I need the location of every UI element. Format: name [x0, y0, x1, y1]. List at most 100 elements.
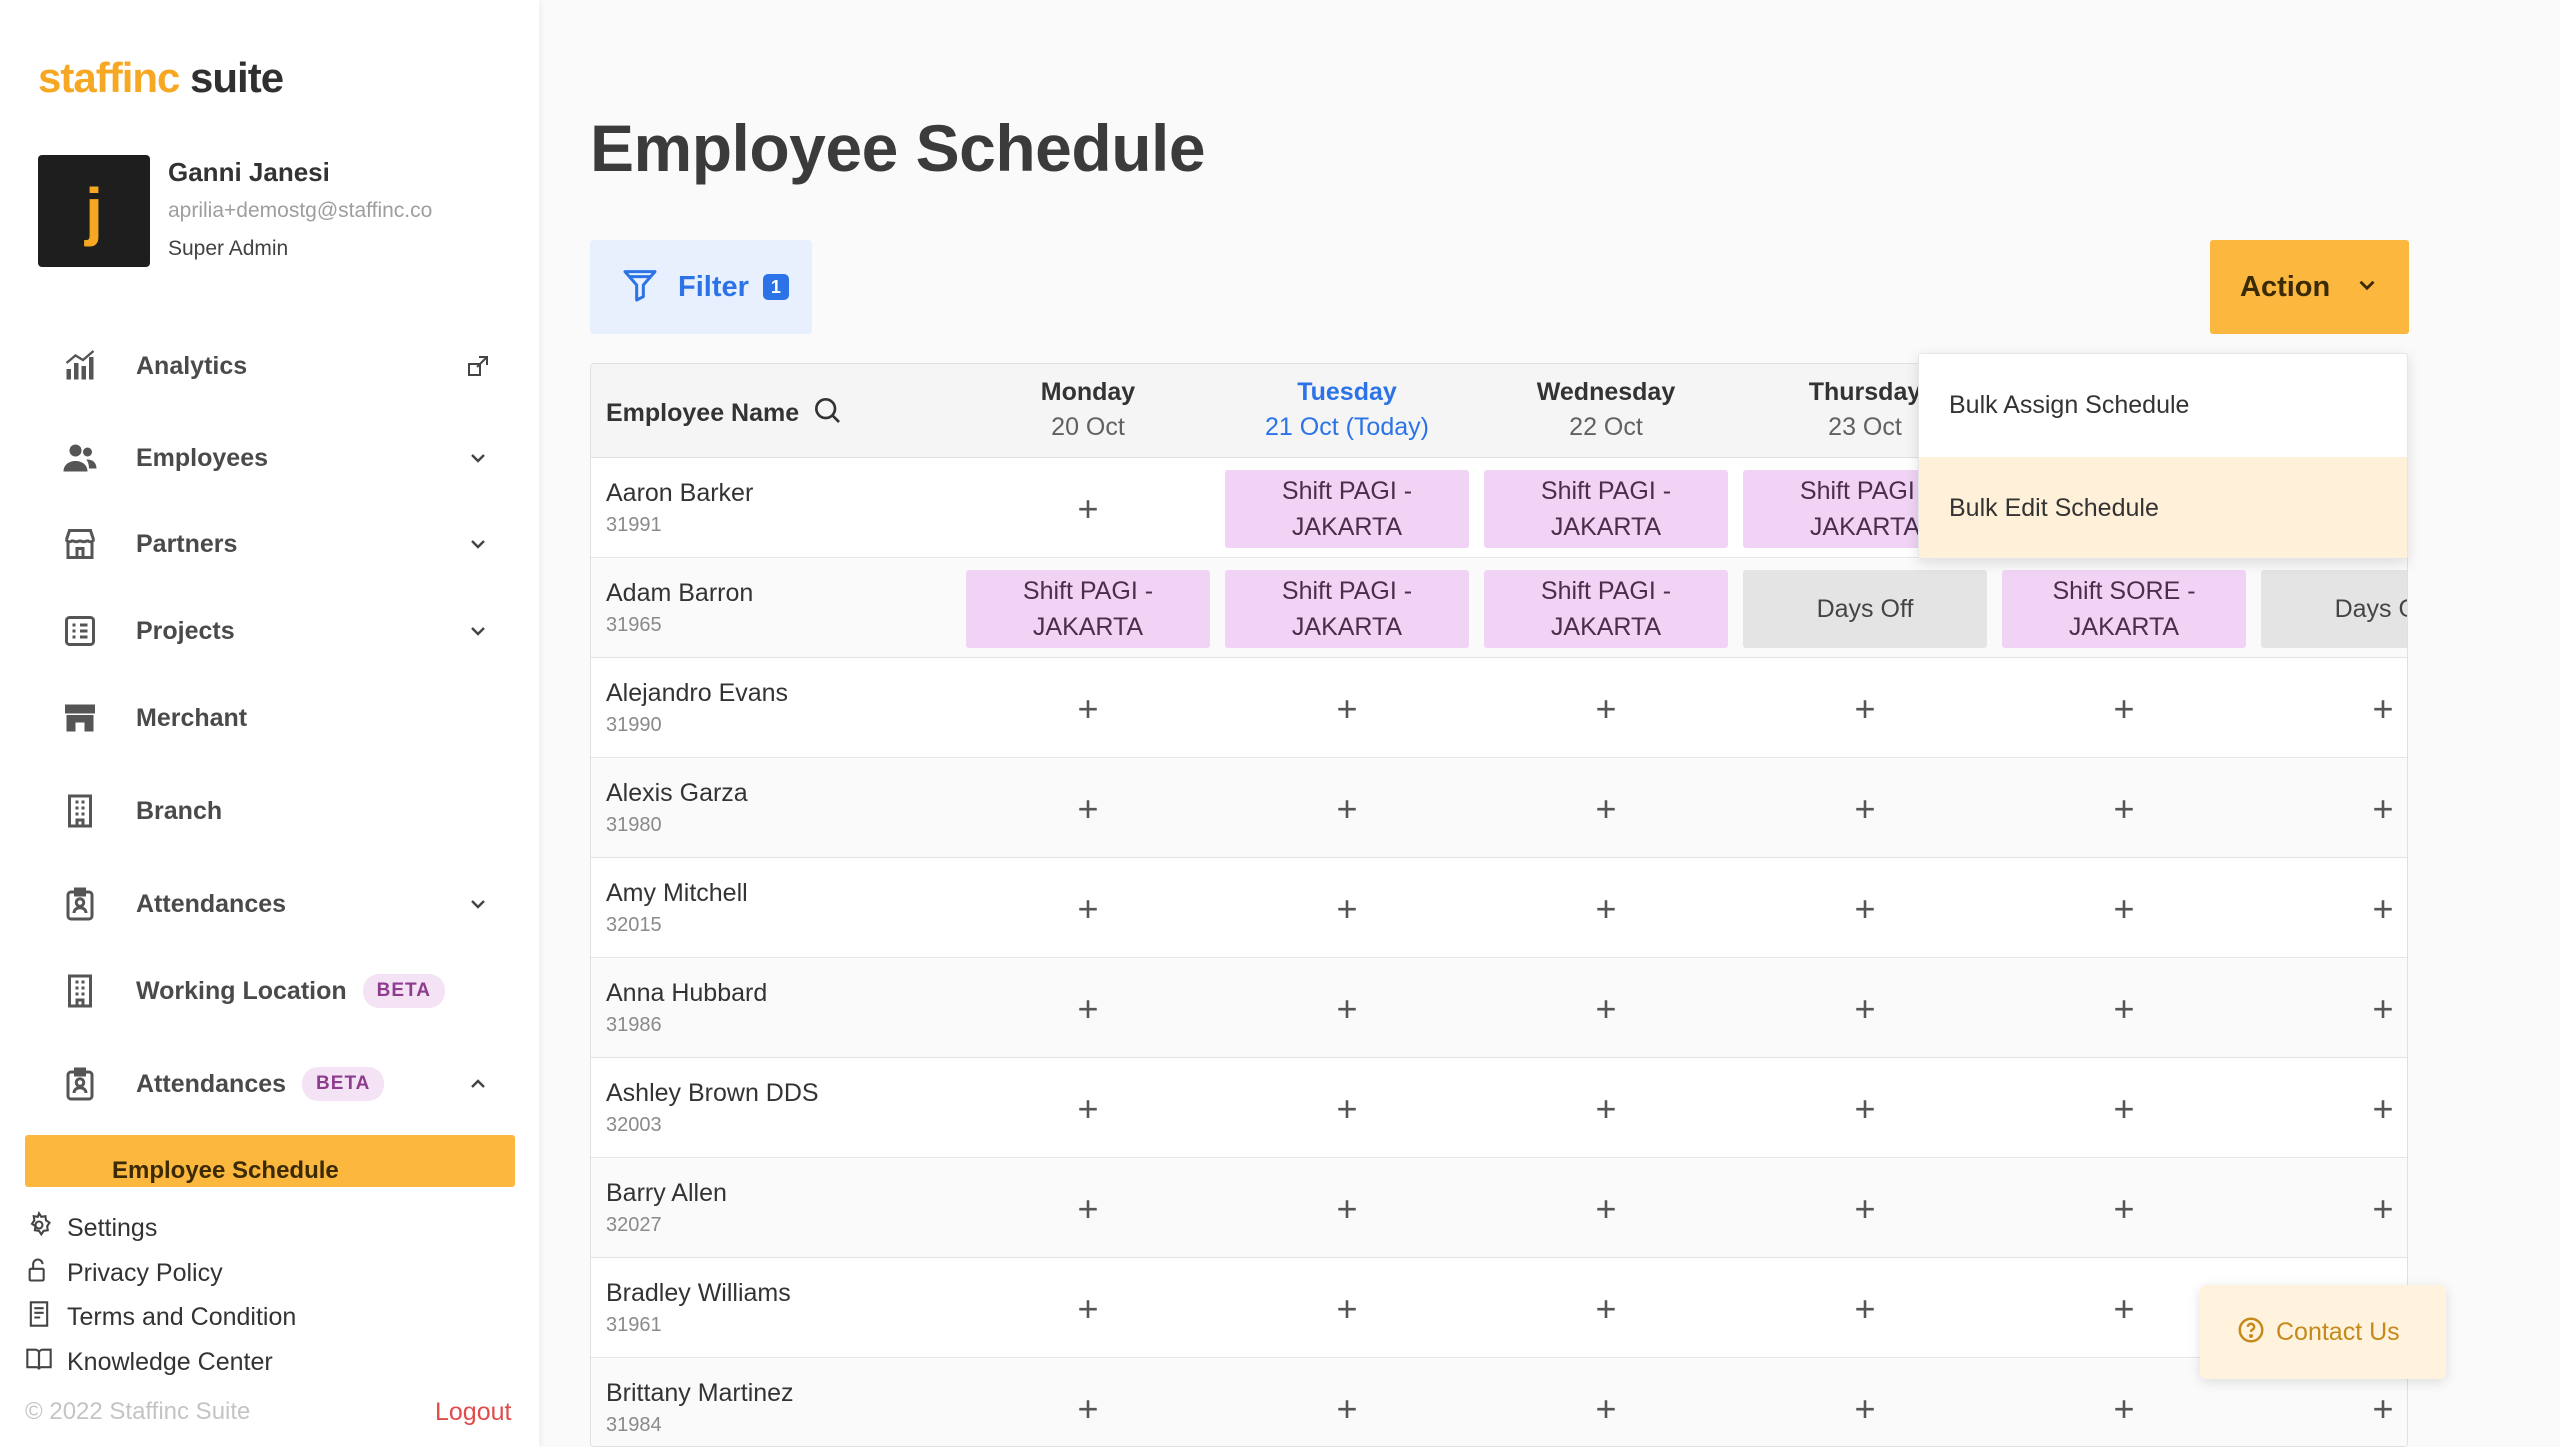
sidebar-item-label: Branch	[136, 796, 223, 825]
contact-us-button[interactable]: Contact Us	[2200, 1285, 2446, 1379]
schedule-cell[interactable]: +	[1477, 1059, 1735, 1158]
sidebar-item-merchant[interactable]: Merchant	[62, 692, 492, 744]
schedule-cell[interactable]: +	[1736, 659, 1994, 758]
schedule-cell[interactable]: +	[1736, 959, 1994, 1058]
schedule-cell[interactable]: +	[2254, 1359, 2407, 1446]
schedule-cell[interactable]: +	[1477, 959, 1735, 1058]
schedule-cell[interactable]: +	[1477, 759, 1735, 858]
schedule-cell[interactable]: +	[959, 659, 1217, 758]
schedule-cell[interactable]: +	[1477, 1159, 1735, 1258]
schedule-cell[interactable]: +	[1218, 859, 1476, 958]
employee-id: 31961	[606, 1314, 662, 1336]
sidebar-item-analytics[interactable]: Analytics	[62, 340, 492, 392]
schedule-cell[interactable]: +	[1995, 659, 2253, 758]
terms-link[interactable]: Terms and Condition	[25, 1299, 296, 1335]
schedule-cell[interactable]: +	[1995, 1359, 2253, 1446]
menu-item-bulk-edit[interactable]: Bulk Edit Schedule	[1919, 457, 2407, 558]
employee-name[interactable]: Amy Mitchell	[606, 879, 748, 907]
schedule-cell[interactable]: +	[1477, 659, 1735, 758]
schedule-cell[interactable]: +	[959, 859, 1217, 958]
schedule-cell[interactable]: +	[1736, 1059, 1994, 1158]
schedule-cell[interactable]: +	[2254, 1059, 2407, 1158]
employee-name[interactable]: Alejandro Evans	[606, 679, 789, 707]
schedule-cell[interactable]: +	[1995, 1159, 2253, 1258]
schedule-cell[interactable]: +	[1736, 859, 1994, 958]
chevron-down-icon[interactable]	[464, 530, 492, 558]
action-button[interactable]: Action	[2210, 240, 2409, 334]
chevron-down-icon[interactable]	[464, 890, 492, 918]
employee-name[interactable]: Adam Barron	[606, 579, 754, 607]
action-label: Action	[2240, 270, 2331, 303]
schedule-cell[interactable]: +	[1218, 1059, 1476, 1158]
schedule-cell[interactable]: +	[1736, 1159, 1994, 1258]
schedule-cell[interactable]: +	[1218, 659, 1476, 758]
schedule-cell[interactable]: +	[1218, 1359, 1476, 1446]
schedule-cell[interactable]: +	[959, 1159, 1217, 1258]
schedule-cell[interactable]: +	[1736, 759, 1994, 858]
search-icon[interactable]	[799, 394, 843, 433]
schedule-cell[interactable]: +	[959, 459, 1217, 558]
schedule-cell[interactable]: +	[1477, 1259, 1735, 1358]
schedule-cell[interactable]: +	[2254, 959, 2407, 1058]
schedule-cell[interactable]: +	[1995, 759, 2253, 858]
employee-name[interactable]: Barry Allen	[606, 1179, 727, 1207]
schedule-cell[interactable]: Shift PAGI - JAKARTA	[1218, 459, 1476, 558]
privacy-policy-link[interactable]: Privacy Policy	[25, 1255, 223, 1291]
schedule-cell[interactable]: +	[2254, 659, 2407, 758]
add-schedule-icon: +	[2372, 787, 2394, 829]
sidebar-item-branch[interactable]: Branch	[62, 785, 492, 837]
employee-name[interactable]: Ashley Brown DDS	[606, 1079, 819, 1107]
external-link-icon[interactable]	[464, 352, 492, 380]
schedule-cell[interactable]: Shift SORE - JAKARTA	[1995, 559, 2253, 658]
sidebar-item-attendances-beta[interactable]: Attendances BETA	[62, 1058, 492, 1110]
sidebar-item-projects[interactable]: Projects	[62, 605, 492, 657]
knowledge-center-link[interactable]: Knowledge Center	[25, 1344, 273, 1380]
schedule-cell[interactable]: Shift PAGI - JAKARTA	[959, 559, 1217, 658]
sidebar-item-employees[interactable]: Employees	[62, 432, 492, 484]
schedule-cell[interactable]: Days Off	[2254, 559, 2407, 658]
logout-link[interactable]: Logout	[435, 1398, 512, 1426]
schedule-cell[interactable]: Shift PAGI - JAKARTA	[1218, 559, 1476, 658]
schedule-cell[interactable]: +	[959, 1259, 1217, 1358]
schedule-cell[interactable]: +	[1736, 1259, 1994, 1358]
sidebar-item-working-location[interactable]: Working Location BETA	[62, 965, 492, 1017]
sidebar-item-employee-schedule[interactable]: Employee Schedule	[25, 1135, 515, 1187]
settings-link[interactable]: Settings	[25, 1210, 157, 1246]
schedule-cell[interactable]: +	[2254, 859, 2407, 958]
chevron-down-icon[interactable]	[464, 617, 492, 645]
schedule-cell[interactable]: +	[1995, 1059, 2253, 1158]
schedule-cell[interactable]: +	[959, 1059, 1217, 1158]
schedule-cell[interactable]: +	[2254, 1159, 2407, 1258]
filter-button[interactable]: Filter 1	[590, 240, 812, 334]
schedule-cell[interactable]: +	[959, 959, 1217, 1058]
schedule-cell[interactable]: +	[1218, 1159, 1476, 1258]
schedule-cell[interactable]: +	[959, 1359, 1217, 1446]
schedule-cell[interactable]: +	[1218, 759, 1476, 858]
schedule-cell[interactable]: +	[1995, 1259, 2253, 1358]
employee-name[interactable]: Anna Hubbard	[606, 979, 768, 1007]
add-schedule-icon: +	[1854, 1287, 1876, 1329]
schedule-cell[interactable]: +	[1995, 859, 2253, 958]
schedule-cell[interactable]: +	[1477, 859, 1735, 958]
schedule-cell[interactable]: +	[2254, 759, 2407, 858]
staffinc-suite-logo[interactable]: staffinc suite	[38, 54, 284, 102]
chevron-up-icon[interactable]	[464, 1070, 492, 1098]
schedule-cell[interactable]: +	[1218, 959, 1476, 1058]
employee-name[interactable]: Brittany Martinez	[606, 1379, 794, 1407]
sidebar-item-attendances[interactable]: Attendances	[62, 878, 492, 930]
menu-item-bulk-assign[interactable]: Bulk Assign Schedule	[1949, 391, 2190, 419]
schedule-cell[interactable]: Days Off	[1736, 559, 1994, 658]
logo-text-suite: suite	[179, 54, 284, 101]
schedule-cell[interactable]: +	[1218, 1259, 1476, 1358]
chevron-down-icon[interactable]	[464, 444, 492, 472]
schedule-cell[interactable]: +	[1995, 959, 2253, 1058]
employee-name[interactable]: Aaron Barker	[606, 479, 754, 507]
schedule-cell[interactable]: Shift PAGI - JAKARTA	[1477, 559, 1735, 658]
schedule-cell[interactable]: +	[959, 759, 1217, 858]
schedule-cell[interactable]: +	[1736, 1359, 1994, 1446]
schedule-cell[interactable]: +	[1477, 1359, 1735, 1446]
schedule-cell[interactable]: Shift PAGI - JAKARTA	[1477, 459, 1735, 558]
sidebar-item-partners[interactable]: Partners	[62, 518, 492, 570]
employee-name[interactable]: Alexis Garza	[606, 779, 748, 807]
employee-name[interactable]: Bradley Williams	[606, 1279, 791, 1307]
